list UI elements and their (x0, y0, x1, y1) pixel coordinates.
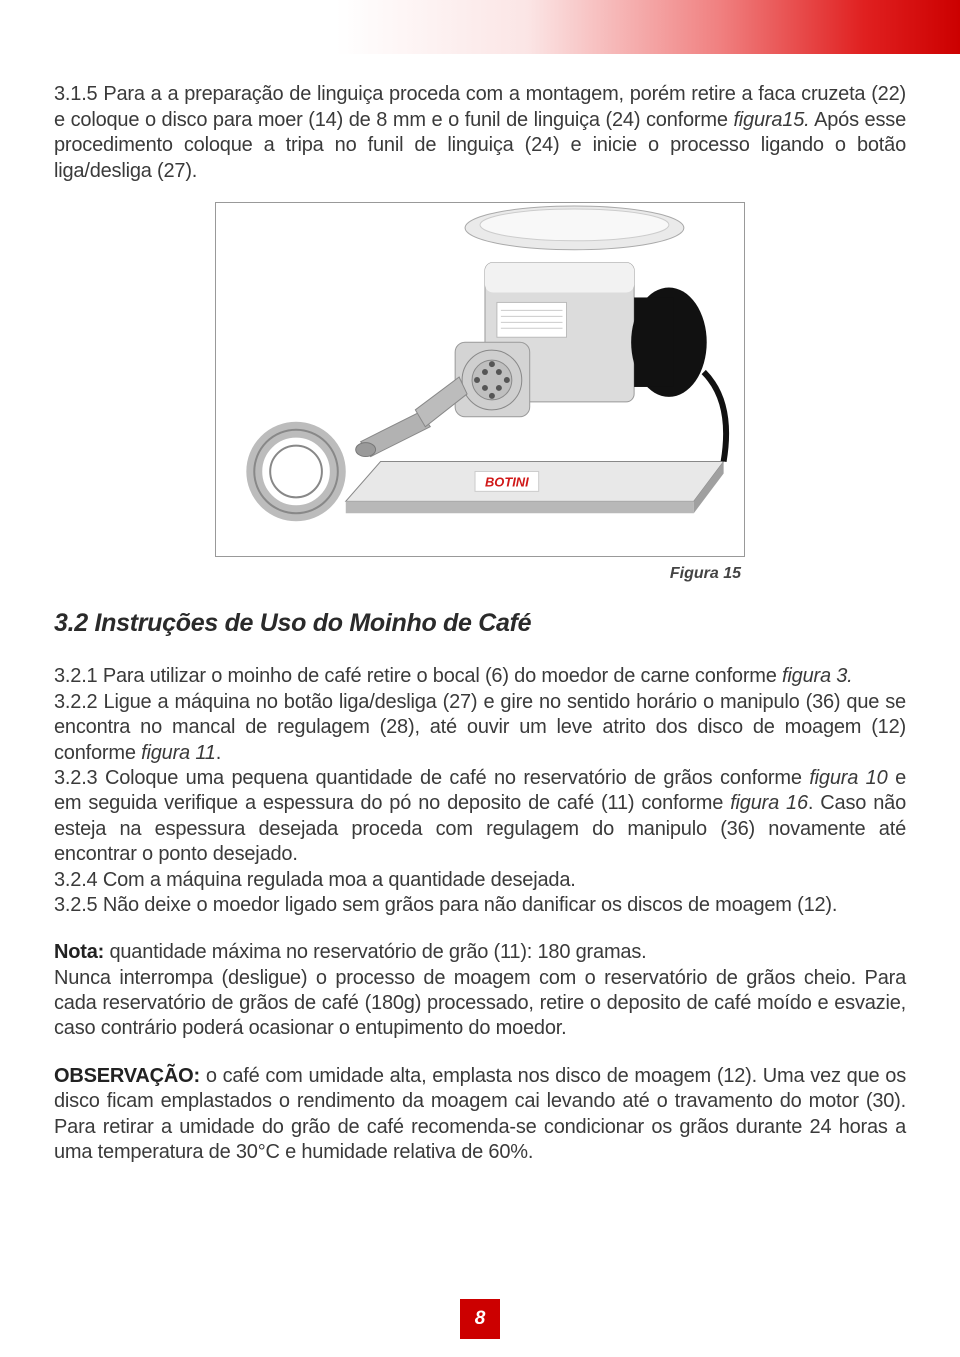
nota-paragraph-2: Nunca interrompa (desligue) o processo d… (54, 966, 906, 1042)
machine-illustration: BOTINI (216, 203, 744, 556)
paragraph-3-2-4: 3.2.4 Com a máquina regulada moa a quant… (54, 868, 906, 893)
figure-ref: figura 3. (782, 665, 852, 687)
figure-15-image: BOTINI (215, 202, 745, 557)
text-run: quantidade máxima no reservatório de grã… (104, 941, 646, 963)
figure-ref: figura15. (733, 109, 809, 131)
paragraph-3-2-2: 3.2.2 Ligue a máquina no botão liga/desl… (54, 690, 906, 766)
text-run: . (216, 742, 221, 764)
paragraph-3-1-5: 3.1.5 Para a a preparação de linguiça pr… (54, 82, 906, 184)
observacao-label: OBSERVAÇÃO: (54, 1065, 200, 1087)
text-run: 3.2.1 Para utilizar o moinho de café ret… (54, 665, 782, 687)
text-run: 3.2.3 Coloque uma pequena quantidade de … (54, 767, 809, 789)
paragraph-3-2-3: 3.2.3 Coloque uma pequena quantidade de … (54, 766, 906, 868)
figure-ref: figura 10 (809, 767, 887, 789)
page-content: 3.1.5 Para a a preparação de linguiça pr… (0, 54, 960, 1165)
paragraph-3-2-1: 3.2.1 Para utilizar o moinho de café ret… (54, 664, 906, 689)
figure-15-caption: Figura 15 (215, 565, 745, 583)
figure-ref: figura 16 (730, 792, 808, 814)
nota-paragraph: Nota: quantidade máxima no reservatório … (54, 940, 906, 965)
heading-3-2: 3.2 Instruções de Uso do Moinho de Café (54, 609, 906, 638)
page-number-tab: 8 (460, 1299, 500, 1339)
nota-label: Nota: (54, 941, 104, 963)
paragraph-3-2-5: 3.2.5 Não deixe o moedor ligado sem grão… (54, 893, 906, 918)
page-number: 8 (475, 1308, 486, 1330)
brand-logo-text: BOTINI (485, 475, 529, 490)
observacao-paragraph: OBSERVAÇÃO: o café com umidade alta, emp… (54, 1064, 906, 1166)
figure-ref: figura 11 (141, 742, 216, 764)
header-gradient-band (0, 0, 960, 54)
figure-15-block: BOTINI Figura 15 (215, 202, 745, 583)
